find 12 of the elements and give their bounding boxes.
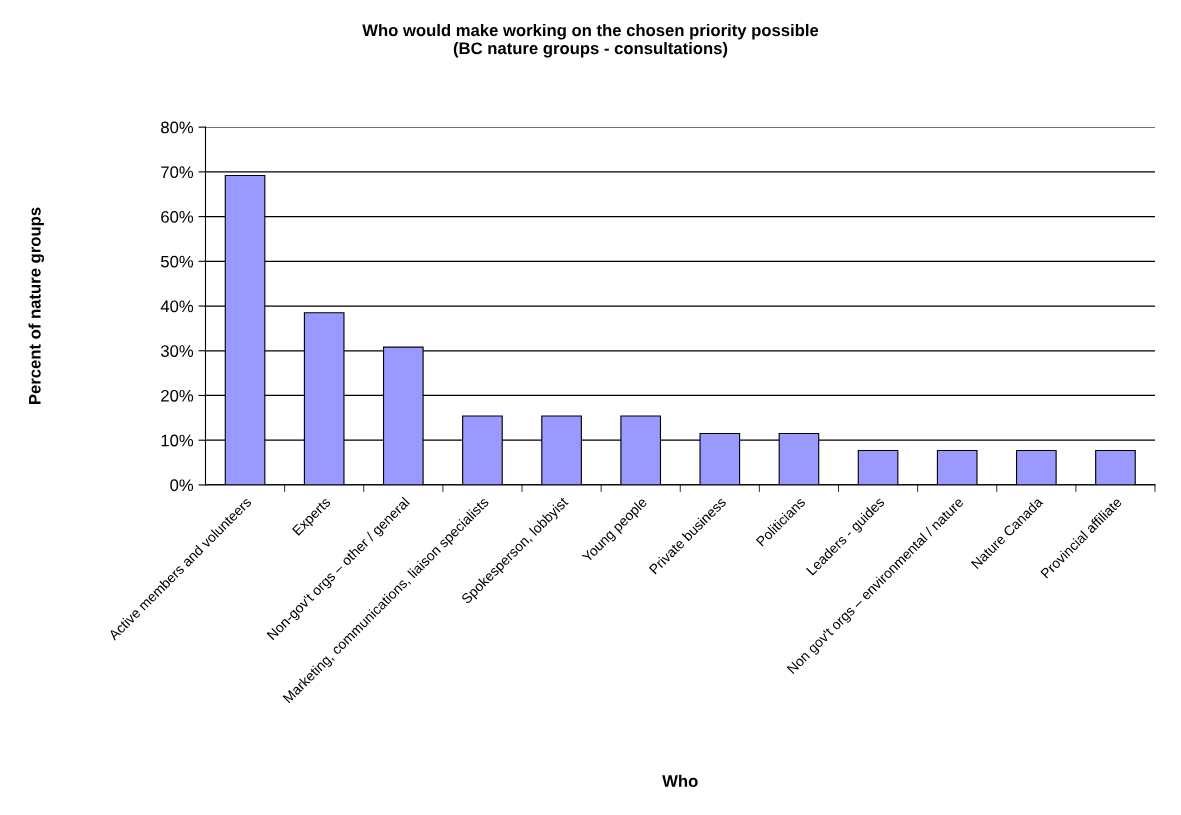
y-tick-label: 80% [161, 121, 194, 134]
y-tick-label: 40% [160, 300, 194, 313]
x-axis-title: Who [662, 774, 698, 787]
y-tick-label: 70% [161, 166, 194, 179]
chart-title: Who would make working on the chosen priority possible (BC nature groups - consultations) [362, 23, 819, 58]
y-tick-label: 20% [161, 389, 194, 402]
y-tick-label: 50% [161, 255, 194, 268]
y-tick-label: 0% [170, 479, 194, 492]
y-tick-label: 60% [161, 210, 194, 223]
y-tick-label: 30% [160, 345, 194, 357]
y-tick-label: 10% [161, 434, 194, 447]
y-axis-title: Percent of nature groups [28, 207, 45, 404]
